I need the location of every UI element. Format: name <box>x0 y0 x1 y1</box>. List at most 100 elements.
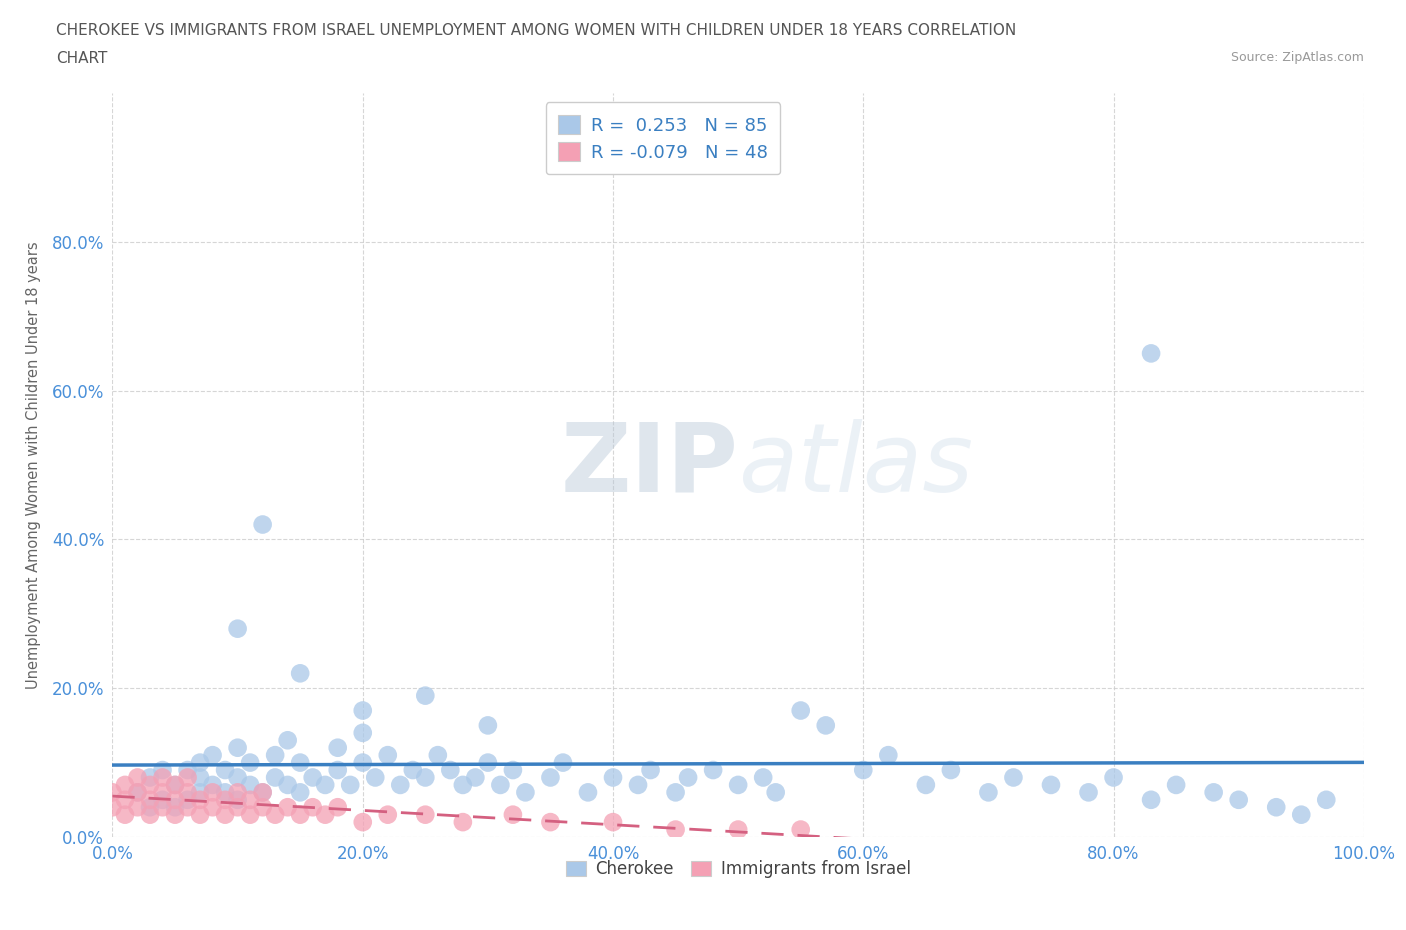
Point <box>163 777 186 792</box>
Point <box>163 800 186 815</box>
Point <box>239 777 262 792</box>
Point <box>727 777 749 792</box>
Point <box>301 770 323 785</box>
Point <box>352 815 374 830</box>
Point <box>727 822 749 837</box>
Point <box>602 815 624 830</box>
Text: CHART: CHART <box>56 51 108 66</box>
Point <box>290 785 312 800</box>
Point <box>439 763 461 777</box>
Point <box>413 688 436 703</box>
Point <box>163 807 186 822</box>
Y-axis label: Unemployment Among Women with Children Under 18 years: Unemployment Among Women with Children U… <box>25 241 41 689</box>
Point <box>214 792 236 807</box>
Point <box>627 777 650 792</box>
Point <box>152 770 174 785</box>
Point <box>139 770 162 785</box>
Point <box>364 770 387 785</box>
Point <box>176 770 198 785</box>
Point <box>301 800 323 815</box>
Point <box>426 748 449 763</box>
Point <box>451 777 474 792</box>
Point <box>252 785 274 800</box>
Point <box>201 748 224 763</box>
Point <box>226 792 249 807</box>
Point <box>939 763 962 777</box>
Point <box>101 800 124 815</box>
Point <box>502 807 524 822</box>
Point <box>252 785 274 800</box>
Point <box>114 792 136 807</box>
Point <box>314 807 336 822</box>
Point <box>290 666 312 681</box>
Point <box>127 800 149 815</box>
Point <box>226 770 249 785</box>
Point <box>640 763 662 777</box>
Point <box>152 800 174 815</box>
Point <box>139 807 162 822</box>
Point <box>252 517 274 532</box>
Point <box>389 777 412 792</box>
Point <box>201 800 224 815</box>
Point <box>790 822 813 837</box>
Text: ZIP: ZIP <box>560 418 738 512</box>
Point <box>188 755 211 770</box>
Point <box>264 770 287 785</box>
Point <box>226 800 249 815</box>
Point <box>264 748 287 763</box>
Point <box>477 718 499 733</box>
Point <box>239 755 262 770</box>
Point <box>664 785 686 800</box>
Point <box>1102 770 1125 785</box>
Point <box>1315 792 1337 807</box>
Point <box>502 763 524 777</box>
Point <box>1140 346 1163 361</box>
Point <box>176 792 198 807</box>
Point <box>152 785 174 800</box>
Point <box>277 733 299 748</box>
Point <box>676 770 699 785</box>
Point <box>226 785 249 800</box>
Point <box>1202 785 1225 800</box>
Text: Source: ZipAtlas.com: Source: ZipAtlas.com <box>1230 51 1364 64</box>
Point <box>127 770 149 785</box>
Point <box>538 815 561 830</box>
Point <box>277 777 299 792</box>
Point <box>538 770 561 785</box>
Point <box>326 763 349 777</box>
Point <box>239 807 262 822</box>
Point <box>264 807 287 822</box>
Point <box>1039 777 1063 792</box>
Point <box>226 621 249 636</box>
Point <box>489 777 512 792</box>
Point <box>515 785 537 800</box>
Point <box>290 755 312 770</box>
Point <box>290 807 312 822</box>
Point <box>101 785 124 800</box>
Point <box>814 718 837 733</box>
Point <box>214 763 236 777</box>
Point <box>201 785 224 800</box>
Point <box>752 770 775 785</box>
Point <box>765 785 787 800</box>
Point <box>1291 807 1313 822</box>
Point <box>877 748 900 763</box>
Point <box>1140 792 1163 807</box>
Point <box>326 740 349 755</box>
Point <box>226 740 249 755</box>
Point <box>1265 800 1288 815</box>
Point <box>377 748 399 763</box>
Point <box>176 763 198 777</box>
Text: CHEROKEE VS IMMIGRANTS FROM ISRAEL UNEMPLOYMENT AMONG WOMEN WITH CHILDREN UNDER : CHEROKEE VS IMMIGRANTS FROM ISRAEL UNEMP… <box>56 23 1017 38</box>
Point <box>239 792 262 807</box>
Point <box>602 770 624 785</box>
Point <box>790 703 813 718</box>
Point <box>1002 770 1025 785</box>
Legend: Cherokee, Immigrants from Israel: Cherokee, Immigrants from Israel <box>560 853 917 884</box>
Point <box>413 770 436 785</box>
Point <box>114 777 136 792</box>
Point <box>139 800 162 815</box>
Point <box>352 725 374 740</box>
Point <box>402 763 425 777</box>
Point <box>188 770 211 785</box>
